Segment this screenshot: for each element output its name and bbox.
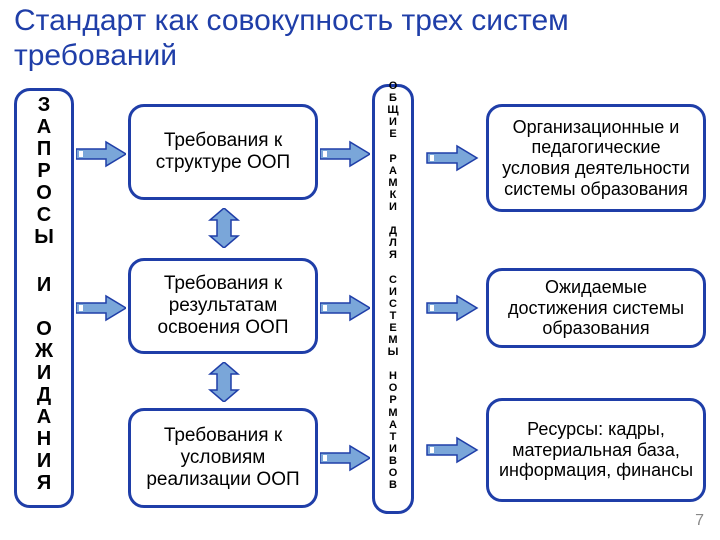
center-vert: О Б Щ И Е Р А М К И Д Л Я С И С Т Е М Ы … [372,80,414,491]
left-vert-top: З А П Р О С Ы [14,94,74,248]
mid-box-1-text: Требования к структуре ООП [139,130,307,174]
right-box-1-text: Организационные и педагогические условия… [497,117,695,200]
arrow-icon [424,294,480,322]
page-number: 7 [695,512,704,530]
mid-box-2-text: Требования к результатам освоения ООП [139,273,307,339]
mid-box-3: Требования к условиям реализации ООП [128,408,318,508]
mid-box-1: Требования к структуре ООП [128,104,318,200]
arrow-icon [76,140,126,168]
arrow-icon [320,294,370,322]
arrow-icon [76,294,126,322]
arrow-icon [320,140,370,168]
double-arrow-icon [204,362,244,402]
right-box-2-text: Ожидаемые достижения системы образования [497,277,695,339]
arrow-icon [320,444,370,472]
arrow-icon [424,436,480,464]
right-box-2: Ожидаемые достижения системы образования [486,268,706,348]
right-box-3-text: Ресурсы: кадры, материальная база, инфор… [497,419,695,481]
left-vert-bot: И О Ж И Д А Н И Я [14,274,74,494]
double-arrow-icon [204,208,244,248]
mid-box-3-text: Требования к условиям реализации ООП [139,425,307,491]
mid-box-2: Требования к результатам освоения ООП [128,258,318,354]
right-box-1: Организационные и педагогические условия… [486,104,706,212]
slide-title: Стандарт как совокупность трех систем тр… [14,4,720,73]
arrow-icon [424,144,480,172]
right-box-3: Ресурсы: кадры, материальная база, инфор… [486,398,706,502]
